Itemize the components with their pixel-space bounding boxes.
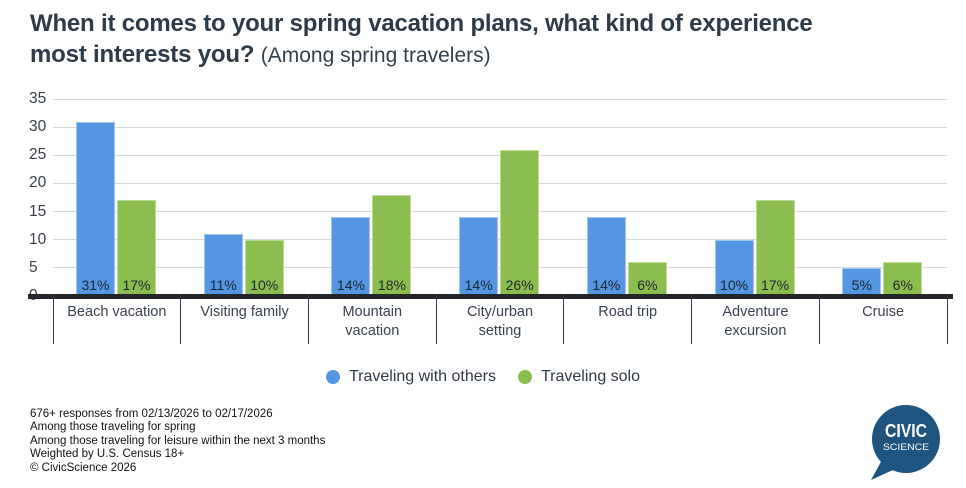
footnotes: 676+ responses from 02/13/2026 to 02/17/… (30, 408, 325, 475)
chart-title-line1: When it comes to your spring vacation pl… (30, 10, 813, 37)
category-label-text: Beach vacation (67, 304, 167, 320)
bar-value-label: 5% (851, 277, 872, 293)
x-axis-line (28, 294, 953, 299)
chart-subtitle: (Among spring travelers) (260, 44, 491, 67)
category-label-text: Mountain vacation (342, 304, 403, 339)
y-gridline (53, 182, 947, 184)
y-gridline (53, 239, 947, 241)
category-tick-separator (180, 294, 182, 344)
footnote-responses: 676+ responses from 02/13/2026 to 02/17/… (30, 408, 273, 420)
footnote-population-2: Among those traveling for leisure within… (30, 434, 326, 447)
footnote-population-1: Among those traveling for spring (30, 421, 196, 434)
category-label-adventure-excursion: Adventure excursion (692, 303, 820, 341)
legend-label: Traveling with others (348, 368, 496, 385)
category-label-text: Road trip (598, 304, 658, 320)
bar-value-label: 26% (505, 277, 534, 293)
category-label-city-urban-setting: City/urban setting (436, 303, 564, 341)
legend-item-traveling-with-others: Traveling with others (325, 368, 496, 386)
chart-title-bold: most interests you? (30, 41, 255, 68)
chart-legend: Traveling with others Traveling solo (0, 368, 966, 386)
y-axis-tick-label: 15 (29, 202, 47, 220)
y-axis-tick-label: 30 (29, 118, 47, 136)
y-gridline (53, 154, 947, 156)
bar-traveling-solo (755, 200, 795, 296)
category-tick-separator (691, 294, 693, 344)
bar-value-label: 10% (720, 277, 749, 293)
bar-traveling-with-others (714, 239, 754, 296)
footnote-copyright: © CivicScience 2026 (30, 461, 137, 474)
category-label-text: City/urban setting (466, 304, 534, 339)
logo-text-science: SCIENCE (883, 442, 929, 453)
bar-value-label: 6% (637, 277, 658, 293)
bar-traveling-with-others (76, 121, 115, 296)
bar-traveling-solo (372, 194, 412, 296)
category-tick-separator (52, 294, 54, 344)
bar-value-label: 17% (761, 277, 790, 293)
category-label-cruise: Cruise (819, 303, 947, 322)
y-axis-tick-label: 25 (29, 146, 47, 164)
footnote-weighting: Weighted by U.S. Census 18+ (30, 448, 185, 461)
category-tick-separator (563, 294, 565, 344)
civicscience-logo: CIVIC SCIENCE (871, 405, 940, 480)
bar-value-label: 31% (81, 277, 110, 293)
category-label-mountain-vacation: Mountain vacation (308, 303, 436, 341)
logo-text-civic: CIVIC (885, 421, 927, 441)
y-axis-tick-label: 35 (29, 90, 47, 107)
logo-speech-bubble (872, 405, 940, 473)
bar-traveling-solo (117, 200, 156, 296)
y-axis-tick-label: 10 (29, 230, 47, 248)
bar-traveling-with-others (586, 217, 626, 296)
category-tick-separator (818, 294, 820, 344)
y-gridline (53, 211, 947, 213)
y-gridline (53, 267, 947, 269)
legend-label: Traveling solo (541, 368, 641, 385)
category-label-text: Cruise (862, 304, 905, 320)
bar-traveling-with-others (459, 217, 499, 296)
bar-value-label: 18% (377, 277, 406, 293)
y-axis-tick-label: 20 (29, 174, 47, 192)
y-axis-tick-label: 5 (29, 258, 38, 276)
bar-value-label: 14% (336, 277, 365, 293)
category-label-beach-vacation: Beach vacation (53, 303, 181, 322)
y-gridline (53, 126, 947, 128)
bar-value-label: 14% (464, 277, 493, 293)
category-tick-separator (435, 294, 437, 344)
category-tick-separator (307, 294, 309, 344)
legend-swatch-icon (325, 370, 340, 384)
category-tick-separator (946, 294, 948, 344)
category-label-text: Visiting family (200, 304, 289, 320)
legend-swatch-icon (518, 370, 532, 384)
chart-title-block: When it comes to your spring vacation pl… (30, 8, 950, 71)
bar-value-label: 6% (892, 277, 913, 293)
bar-traveling-solo (883, 262, 923, 296)
bar-traveling-solo (500, 149, 540, 296)
bar-value-label: 17% (122, 277, 151, 293)
y-gridline (53, 98, 947, 100)
bar-value-label: 10% (250, 277, 279, 293)
chart-title-line2: most interests you? (Among spring travel… (30, 39, 950, 71)
category-label-text: Adventure excursion (722, 304, 789, 339)
legend-item-traveling-solo: Traveling solo (518, 368, 640, 386)
bar-value-label: 11% (209, 277, 237, 293)
logo-bubble-tail (871, 460, 895, 480)
bar-value-label: 14% (592, 277, 621, 293)
category-label-visiting-family: Visiting family (181, 303, 309, 322)
category-label-road-trip: Road trip (564, 303, 692, 322)
